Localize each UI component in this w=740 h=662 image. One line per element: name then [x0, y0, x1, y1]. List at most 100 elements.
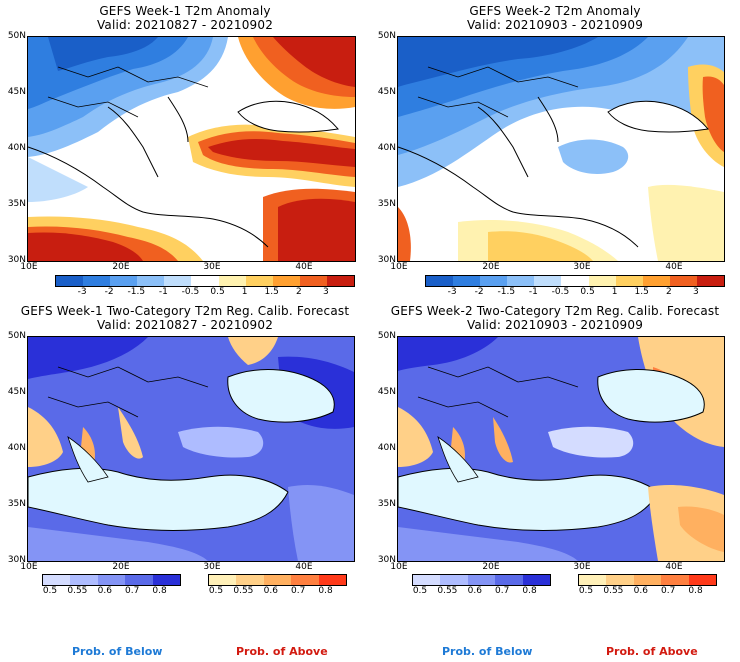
colorbar-swatch — [56, 276, 84, 286]
lon-label: 30E — [573, 562, 591, 572]
panel-valid-dates: Valid: 20210827 - 20210902 — [96, 318, 274, 332]
colorbar-swatch — [426, 276, 454, 286]
probability-map-week2 — [397, 336, 725, 562]
colorbar-tick-label: 0.6 — [467, 586, 482, 596]
colorbar-swatch — [561, 276, 589, 286]
colorbar-swatch — [125, 575, 153, 585]
panel-valid-dates: Valid: 20210903 - 20210909 — [466, 318, 644, 332]
panel-title: GEFS Week-2 Two-Category T2m Reg. Calib.… — [390, 304, 720, 318]
colorbar-swatch — [633, 575, 662, 585]
colorbar-tick-label: -3 — [77, 287, 87, 297]
colorbar-swatch — [453, 276, 481, 286]
colorbar-swatch — [534, 276, 562, 286]
lat-label: 40N — [7, 143, 26, 153]
lat-label: 35N — [377, 199, 396, 209]
colorbar-swatch — [291, 575, 319, 585]
lon-label: 10E — [390, 262, 408, 272]
colorbar-swatch — [588, 276, 616, 286]
colorbar-tick-label: 1.5 — [264, 287, 279, 297]
probability-map-week1 — [27, 336, 355, 562]
colorbar-swatch — [696, 276, 725, 286]
anomaly-colorbar — [425, 275, 725, 287]
colorbar-tick-label: 0.8 — [318, 586, 333, 596]
anomaly-map-week2 — [397, 36, 725, 262]
colorbar-tick-label: -1.5 — [127, 287, 146, 297]
colorbar-tick-label: 0.5 — [580, 287, 595, 297]
colorbar-tick-label: -2 — [474, 287, 484, 297]
colorbar-swatch — [70, 575, 98, 585]
lat-label: 30N — [7, 255, 26, 265]
lat-label: 40N — [377, 443, 396, 453]
colorbar-swatch — [440, 575, 468, 585]
lat-label: 30N — [7, 555, 26, 565]
lat-label: 35N — [7, 199, 26, 209]
colorbar-tick-label: 0.6 — [263, 586, 278, 596]
lon-label: 20E — [482, 562, 500, 572]
colorbar-swatch — [43, 575, 71, 585]
colorbar-tick-label: 2 — [295, 287, 302, 297]
lat-label: 30N — [377, 255, 396, 265]
colorbar-swatch — [615, 276, 643, 286]
colorbar-swatch — [245, 276, 273, 286]
colorbar-tick-label: 0.5 — [210, 287, 225, 297]
colorbar-tick-label: 1 — [611, 287, 618, 297]
colorbar-tick-label: 0.8 — [688, 586, 703, 596]
legend-prob-below: Prob. of Below — [442, 645, 533, 658]
panel-week1-anomaly: GEFS Week-1 T2m Anomaly Valid: 20210827 … — [0, 0, 370, 300]
colorbar-swatch — [495, 575, 523, 585]
lat-label: 35N — [7, 499, 26, 509]
lon-label: 20E — [482, 262, 500, 272]
lon-label: 40E — [665, 262, 683, 272]
colorbar-tick-label: 1.5 — [634, 287, 649, 297]
legend-prob-above: Prob. of Above — [606, 645, 698, 658]
panel-week1-probability: GEFS Week-1 Two-Category T2m Reg. Calib.… — [0, 300, 370, 600]
colorbar-swatch — [97, 575, 126, 585]
colorbar-tick-label: 3 — [693, 287, 699, 297]
lon-label: 20E — [112, 262, 130, 272]
colorbar-tick-label: -0.5 — [181, 287, 200, 297]
colorbar-swatch — [507, 276, 535, 286]
colorbar-tick-label: 0.5 — [42, 586, 58, 596]
colorbar-tick-label: 0.7 — [291, 586, 306, 596]
lat-label: 45N — [7, 87, 26, 97]
lon-label: 30E — [203, 262, 221, 272]
colorbar-swatch — [83, 276, 111, 286]
colorbar-swatch — [413, 575, 441, 585]
panel-valid-dates: Valid: 20210903 - 20210909 — [466, 18, 644, 32]
lat-label: 40N — [377, 143, 396, 153]
colorbar-tick-label: 0.55 — [67, 586, 88, 596]
colorbar-swatch — [209, 575, 237, 585]
panel-title: GEFS Week-1 Two-Category T2m Reg. Calib.… — [20, 304, 350, 318]
lat-label: 30N — [377, 555, 396, 565]
colorbar-swatch — [522, 575, 551, 585]
colorbar-tick-label: 2 — [665, 287, 672, 297]
colorbar-tick-label: 0.5 — [208, 586, 224, 596]
colorbar-tick-label: 0.8 — [522, 586, 537, 596]
colorbar-tick-label: 1 — [241, 287, 248, 297]
colorbar-swatch — [137, 276, 165, 286]
colorbar-tick-label: -3 — [447, 287, 457, 297]
colorbar-swatch — [669, 276, 697, 286]
colorbar-tick-label: 0.6 — [97, 586, 112, 596]
lat-label: 50N — [7, 31, 26, 41]
colorbar-swatch — [480, 276, 508, 286]
lon-label: 30E — [203, 562, 221, 572]
lon-label: 40E — [295, 562, 313, 572]
panel-title: GEFS Week-2 T2m Anomaly — [469, 4, 641, 18]
lon-label: 30E — [573, 262, 591, 272]
colorbar-tick-label: 0.5 — [578, 586, 594, 596]
colorbar-tick-label: 0.55 — [437, 586, 458, 596]
lon-label: 10E — [20, 262, 38, 272]
lon-label: 40E — [665, 562, 683, 572]
colorbar-tick-label: -2 — [104, 287, 114, 297]
lat-label: 50N — [377, 31, 396, 41]
colorbar-swatch — [606, 575, 634, 585]
lon-label: 10E — [390, 562, 408, 572]
colorbar-swatch — [579, 575, 607, 585]
colorbar-tick-label: 0.7 — [125, 586, 140, 596]
colorbar-tick-label: -0.5 — [551, 287, 570, 297]
colorbar-swatch — [661, 575, 689, 585]
colorbar-swatch — [642, 276, 670, 286]
colorbar-swatch — [318, 575, 347, 585]
colorbar-tick-label: 0.8 — [152, 586, 167, 596]
